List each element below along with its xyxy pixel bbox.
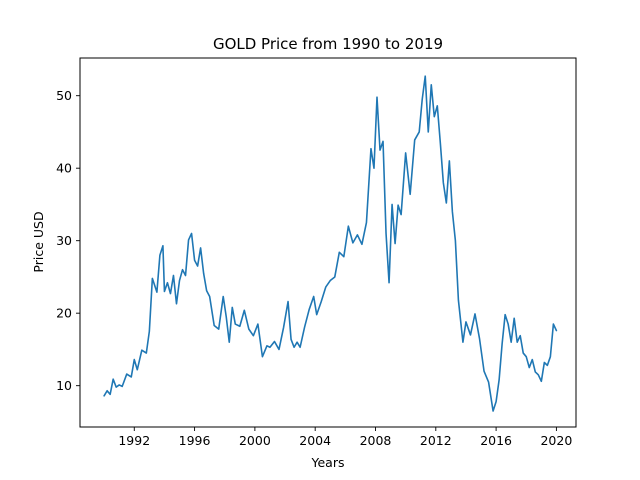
y-tick-label: 40 bbox=[56, 161, 72, 176]
x-tick-label: 2012 bbox=[420, 433, 452, 448]
x-tick-label: 1992 bbox=[118, 433, 150, 448]
x-tick-label: 1996 bbox=[179, 433, 211, 448]
x-tick-label: 2020 bbox=[540, 433, 572, 448]
y-axis: 10 20 30 40 50 bbox=[56, 88, 80, 393]
y-tick-label: 30 bbox=[56, 233, 72, 248]
x-tick-label: 2016 bbox=[480, 433, 512, 448]
x-axis: 1992 1996 2000 2004 2008 2012 2016 2020 bbox=[118, 427, 572, 448]
y-tick-label: 50 bbox=[56, 88, 72, 103]
series-layer bbox=[103, 75, 558, 412]
x-tick-label: 2000 bbox=[239, 433, 271, 448]
y-tick-label: 20 bbox=[56, 306, 72, 321]
axes-frame bbox=[79, 57, 577, 428]
x-tick-label: 2004 bbox=[299, 433, 331, 448]
y-tick-label: 10 bbox=[56, 378, 72, 393]
series-line-0 bbox=[103, 75, 558, 412]
y-axis-label: Price USD bbox=[31, 211, 46, 272]
x-tick-label: 2008 bbox=[360, 433, 392, 448]
x-axis-label: Years bbox=[311, 455, 345, 470]
chart-title: GOLD Price from 1990 to 2019 bbox=[213, 35, 443, 53]
